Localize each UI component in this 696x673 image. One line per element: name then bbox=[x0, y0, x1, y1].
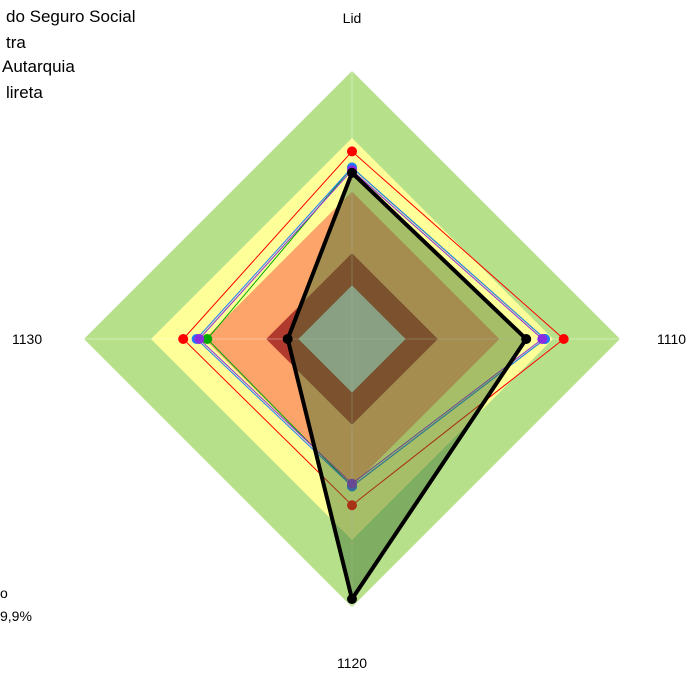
series-1-point-1 bbox=[347, 146, 357, 157]
background-bands bbox=[84, 71, 620, 607]
series-1-point-3 bbox=[347, 500, 357, 511]
series-4-point-2 bbox=[537, 334, 548, 344]
series-1-point-4 bbox=[178, 334, 189, 344]
series-5-point-1 bbox=[347, 167, 357, 178]
legend: do Seguro Social tra Autarquia lireta bbox=[2, 7, 135, 102]
series-4-point-3 bbox=[347, 478, 357, 489]
axis-label-lid: Lid bbox=[343, 10, 362, 26]
series-2-point-4 bbox=[202, 334, 213, 344]
series-5-point-3 bbox=[347, 594, 357, 604]
axis-label-1130: 1130 bbox=[12, 331, 42, 347]
legend-item-3: Autarquia bbox=[2, 57, 75, 76]
axis-label-1110: 1110 bbox=[657, 331, 686, 347]
series-5-point-2 bbox=[521, 334, 532, 344]
axis-label-1120: 1120 bbox=[337, 655, 367, 671]
note-line-1: o bbox=[0, 585, 8, 601]
legend-item-2: tra bbox=[6, 33, 26, 52]
series-1-point-2 bbox=[558, 334, 569, 344]
legend-item-1: do Seguro Social bbox=[6, 7, 135, 26]
series-5-point-4 bbox=[282, 334, 293, 344]
legend-item-4: lireta bbox=[6, 83, 43, 102]
series-4-point-4 bbox=[194, 334, 205, 344]
note-line-2: 9,9% bbox=[0, 608, 32, 624]
series-layer bbox=[178, 146, 569, 604]
band-5 bbox=[298, 285, 406, 393]
